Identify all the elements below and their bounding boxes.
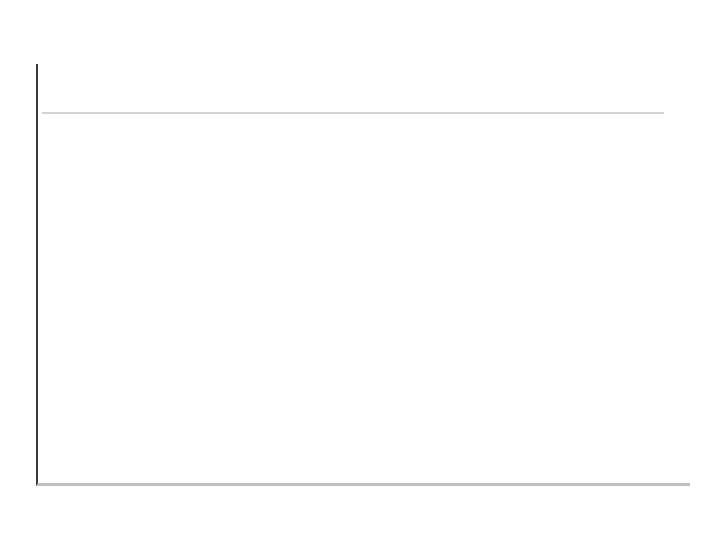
chart-cavity-1 (62, 126, 382, 304)
chart-cavity-2 (62, 303, 382, 485)
chart-cavity-3 (374, 303, 686, 485)
frame-divider (42, 112, 664, 114)
content-frame (36, 64, 690, 486)
